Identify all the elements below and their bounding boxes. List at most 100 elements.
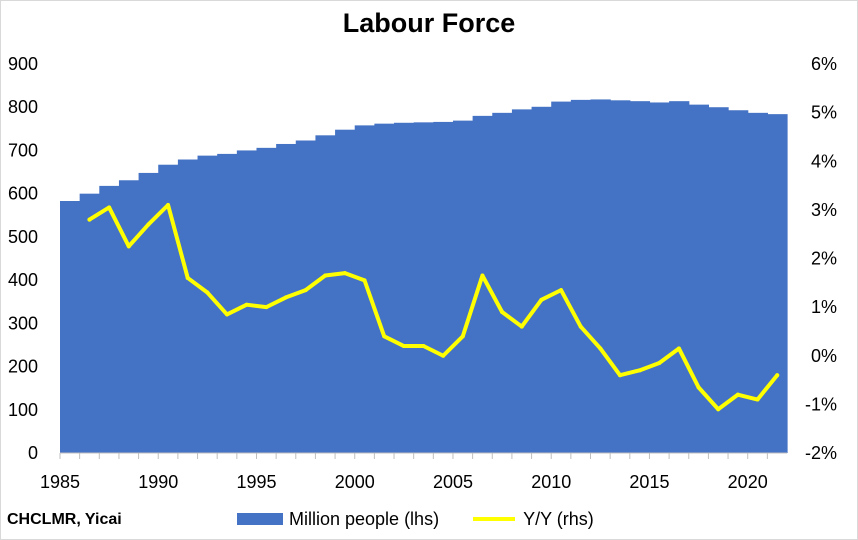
bar-1994 [236, 150, 258, 453]
bar-2013 [610, 100, 631, 453]
line-point-2017 [696, 385, 701, 390]
line-point-2018 [716, 407, 721, 412]
line-point-1986 [87, 217, 92, 222]
line-point-2014 [637, 368, 642, 373]
bar-1986 [79, 193, 100, 454]
bar-1990 [158, 164, 179, 453]
x-tick-label: 2000 [335, 472, 375, 492]
line-point-1993 [225, 312, 230, 317]
y-right-tick-label: 2% [811, 249, 837, 269]
line-point-1998 [323, 273, 328, 278]
y-right-tick-label: -1% [805, 394, 837, 414]
line-point-1992 [205, 290, 210, 295]
bar-2014 [629, 101, 651, 454]
line-point-2015 [657, 361, 662, 366]
bar-2018 [708, 107, 729, 453]
bar-2017 [688, 104, 710, 453]
line-point-2016 [676, 346, 681, 351]
bar-2011 [570, 99, 592, 454]
legend-swatch-line [473, 517, 516, 521]
legend-item-bars: Million people (lhs) [237, 509, 439, 530]
bar-2021 [767, 114, 788, 453]
y-left-tick-label: 900 [8, 54, 38, 74]
line-point-2003 [421, 344, 426, 349]
legend-item-line: Y/Y (rhs) [473, 509, 594, 530]
bar-2003 [413, 122, 434, 453]
series-line-yy [87, 203, 780, 412]
y-right-tick-label: 3% [811, 200, 837, 220]
bar-2016 [669, 101, 690, 454]
bar-1995 [256, 147, 277, 453]
y-right-tick-label: 6% [811, 54, 837, 74]
line-point-2020 [755, 397, 760, 402]
bar-1987 [99, 185, 120, 453]
line-layer [87, 203, 780, 412]
x-tick-label: 1990 [138, 472, 178, 492]
line-point-2011 [578, 324, 583, 329]
axes-layer [59, 452, 787, 459]
bar-1985 [60, 201, 81, 453]
line-point-2010 [559, 288, 564, 293]
legend-label-line: Y/Y (rhs) [523, 508, 594, 529]
line-point-1988 [126, 244, 131, 249]
y-right-tick-label: 4% [811, 151, 837, 171]
line-point-2013 [617, 373, 622, 378]
bar-2005 [452, 120, 474, 454]
line-point-2001 [382, 334, 387, 339]
line-point-1991 [185, 275, 190, 280]
chart-title: Labour Force [342, 8, 516, 38]
bar-2020 [747, 112, 768, 453]
y-right-tick-label: 0% [811, 346, 837, 366]
line-point-1987 [107, 205, 112, 210]
x-tick-label: 1995 [236, 472, 276, 492]
line-point-1990 [166, 203, 171, 208]
line-point-2002 [401, 344, 406, 349]
bar-2009 [531, 106, 552, 453]
bar-2019 [728, 110, 749, 453]
bar-1999 [335, 129, 356, 453]
bar-2006 [472, 115, 493, 454]
bar-2010 [551, 101, 572, 453]
line-point-2000 [362, 278, 367, 283]
line-point-2007 [500, 309, 505, 314]
line-point-1989 [146, 222, 151, 227]
bar-1998 [315, 135, 336, 453]
line-point-2009 [539, 297, 544, 302]
y-left-tick-label: 600 [8, 184, 38, 204]
x-tick-label: 1985 [40, 472, 80, 492]
bar-2007 [492, 112, 513, 453]
bar-2012 [590, 99, 611, 453]
y-right-tick-label: 1% [811, 297, 837, 317]
legend: Million people (lhs) Y/Y (rhs) [237, 507, 628, 531]
line-point-1996 [283, 295, 288, 300]
y-left-tick-label: 200 [8, 357, 38, 377]
x-tick-label: 2005 [433, 472, 473, 492]
line-point-2008 [519, 324, 524, 329]
line-point-2004 [441, 353, 446, 358]
bar-2000 [354, 125, 375, 453]
y-right-tick-label: -2% [805, 443, 837, 463]
line-point-2006 [480, 273, 485, 278]
bar-1989 [138, 172, 159, 454]
bars-layer [60, 99, 788, 454]
line-point-2021 [775, 373, 780, 378]
bar-2015 [649, 102, 670, 453]
x-tick-label: 2010 [531, 472, 571, 492]
line-point-1994 [244, 302, 249, 307]
bar-1991 [177, 159, 199, 453]
x-tick-label: 2020 [728, 472, 768, 492]
line-point-2012 [598, 346, 603, 351]
line-point-1997 [303, 288, 308, 293]
legend-swatch-bars [237, 513, 283, 525]
y-left-tick-label: 400 [8, 270, 38, 290]
ticks-layer: 0 100 200 300 400 500 600 700 800 900 -2% -1% 0% 1% 2%… [8, 54, 837, 492]
bar-2004 [433, 121, 454, 454]
y-left-tick-label: 800 [8, 97, 38, 117]
line-point-1999 [342, 271, 347, 276]
bar-2008 [511, 109, 533, 453]
bar-1993 [217, 153, 238, 453]
bar-2001 [374, 123, 395, 454]
x-tick-label: 2015 [629, 472, 669, 492]
line-point-1995 [264, 305, 269, 310]
